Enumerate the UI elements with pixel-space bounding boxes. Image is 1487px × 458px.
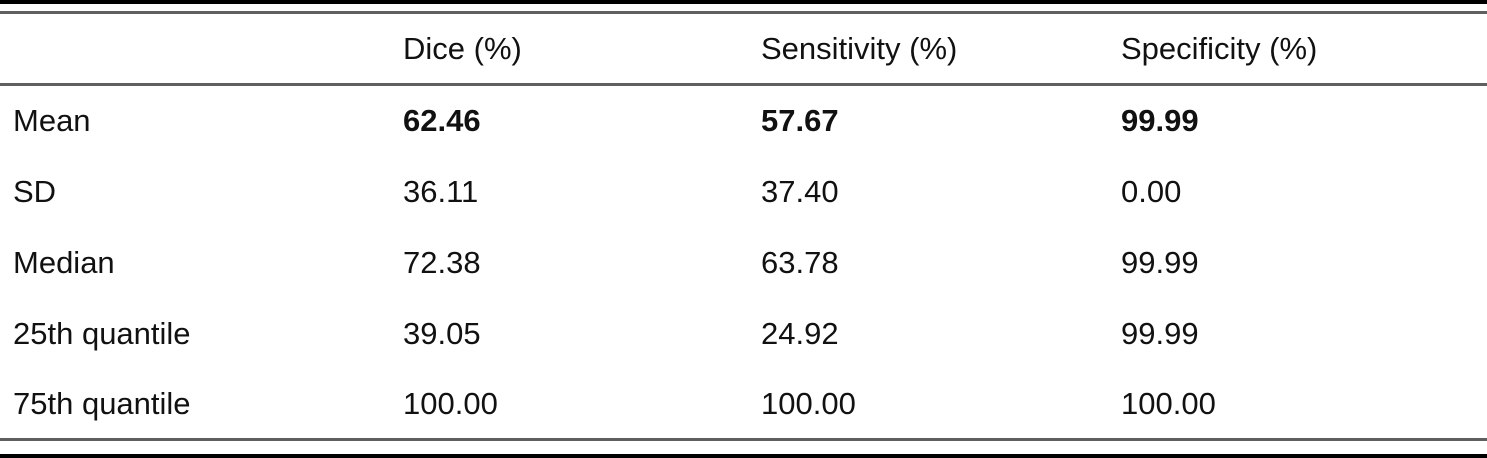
cell-median-sensitivity: 63.78 <box>761 244 839 280</box>
cell-sd-specificity: 0.00 <box>1121 173 1182 209</box>
top-frame-rule <box>0 0 1487 4</box>
row-label: Median <box>13 244 115 280</box>
column-header-specificity: Specificity (%) <box>1121 31 1318 66</box>
cell-q75-sensitivity: 100.00 <box>761 385 856 421</box>
row-label: 25th quantile <box>13 315 191 351</box>
cell-q25-sensitivity: 24.92 <box>761 315 839 351</box>
cell-q25-specificity: 99.99 <box>1121 315 1199 351</box>
column-header-dice: Dice (%) <box>403 31 522 66</box>
row-label: Mean <box>13 103 91 139</box>
row-label: SD <box>13 173 57 209</box>
table-row-25th-quantile: 25th quantile 39.05 24.92 99.99 <box>0 298 1487 369</box>
cell-mean-specificity: 99.99 <box>1121 103 1199 139</box>
table-body: Mean 62.46 57.67 99.99 SD 36.11 37.40 0.… <box>0 85 1487 440</box>
cell-mean-sensitivity: 57.67 <box>761 103 839 139</box>
bottom-frame-rule <box>0 454 1487 458</box>
cell-mean-dice: 62.46 <box>403 103 481 139</box>
cell-median-dice: 72.38 <box>403 244 481 280</box>
table-header: Dice (%) Sensitivity (%) Specificity (%) <box>0 13 1487 85</box>
cell-sd-sensitivity: 37.40 <box>761 173 839 209</box>
row-label: 75th quantile <box>13 385 191 421</box>
table-row-mean: Mean 62.46 57.67 99.99 <box>0 85 1487 156</box>
cell-sd-dice: 36.11 <box>403 173 479 209</box>
table-row-75th-quantile: 75th quantile 100.00 100.00 100.00 <box>0 369 1487 440</box>
cell-q25-dice: 39.05 <box>403 315 481 351</box>
table-row-sd: SD 36.11 37.40 0.00 <box>0 156 1487 227</box>
column-header-empty <box>0 13 403 85</box>
metrics-table: Dice (%) Sensitivity (%) Specificity (%)… <box>0 11 1487 441</box>
cell-median-specificity: 99.99 <box>1121 244 1199 280</box>
cell-q75-specificity: 100.00 <box>1121 385 1216 421</box>
cell-q75-dice: 100.00 <box>403 385 498 421</box>
column-header-sensitivity: Sensitivity (%) <box>761 31 958 66</box>
header-row: Dice (%) Sensitivity (%) Specificity (%) <box>0 13 1487 85</box>
table-row-median: Median 72.38 63.78 99.99 <box>0 227 1487 298</box>
